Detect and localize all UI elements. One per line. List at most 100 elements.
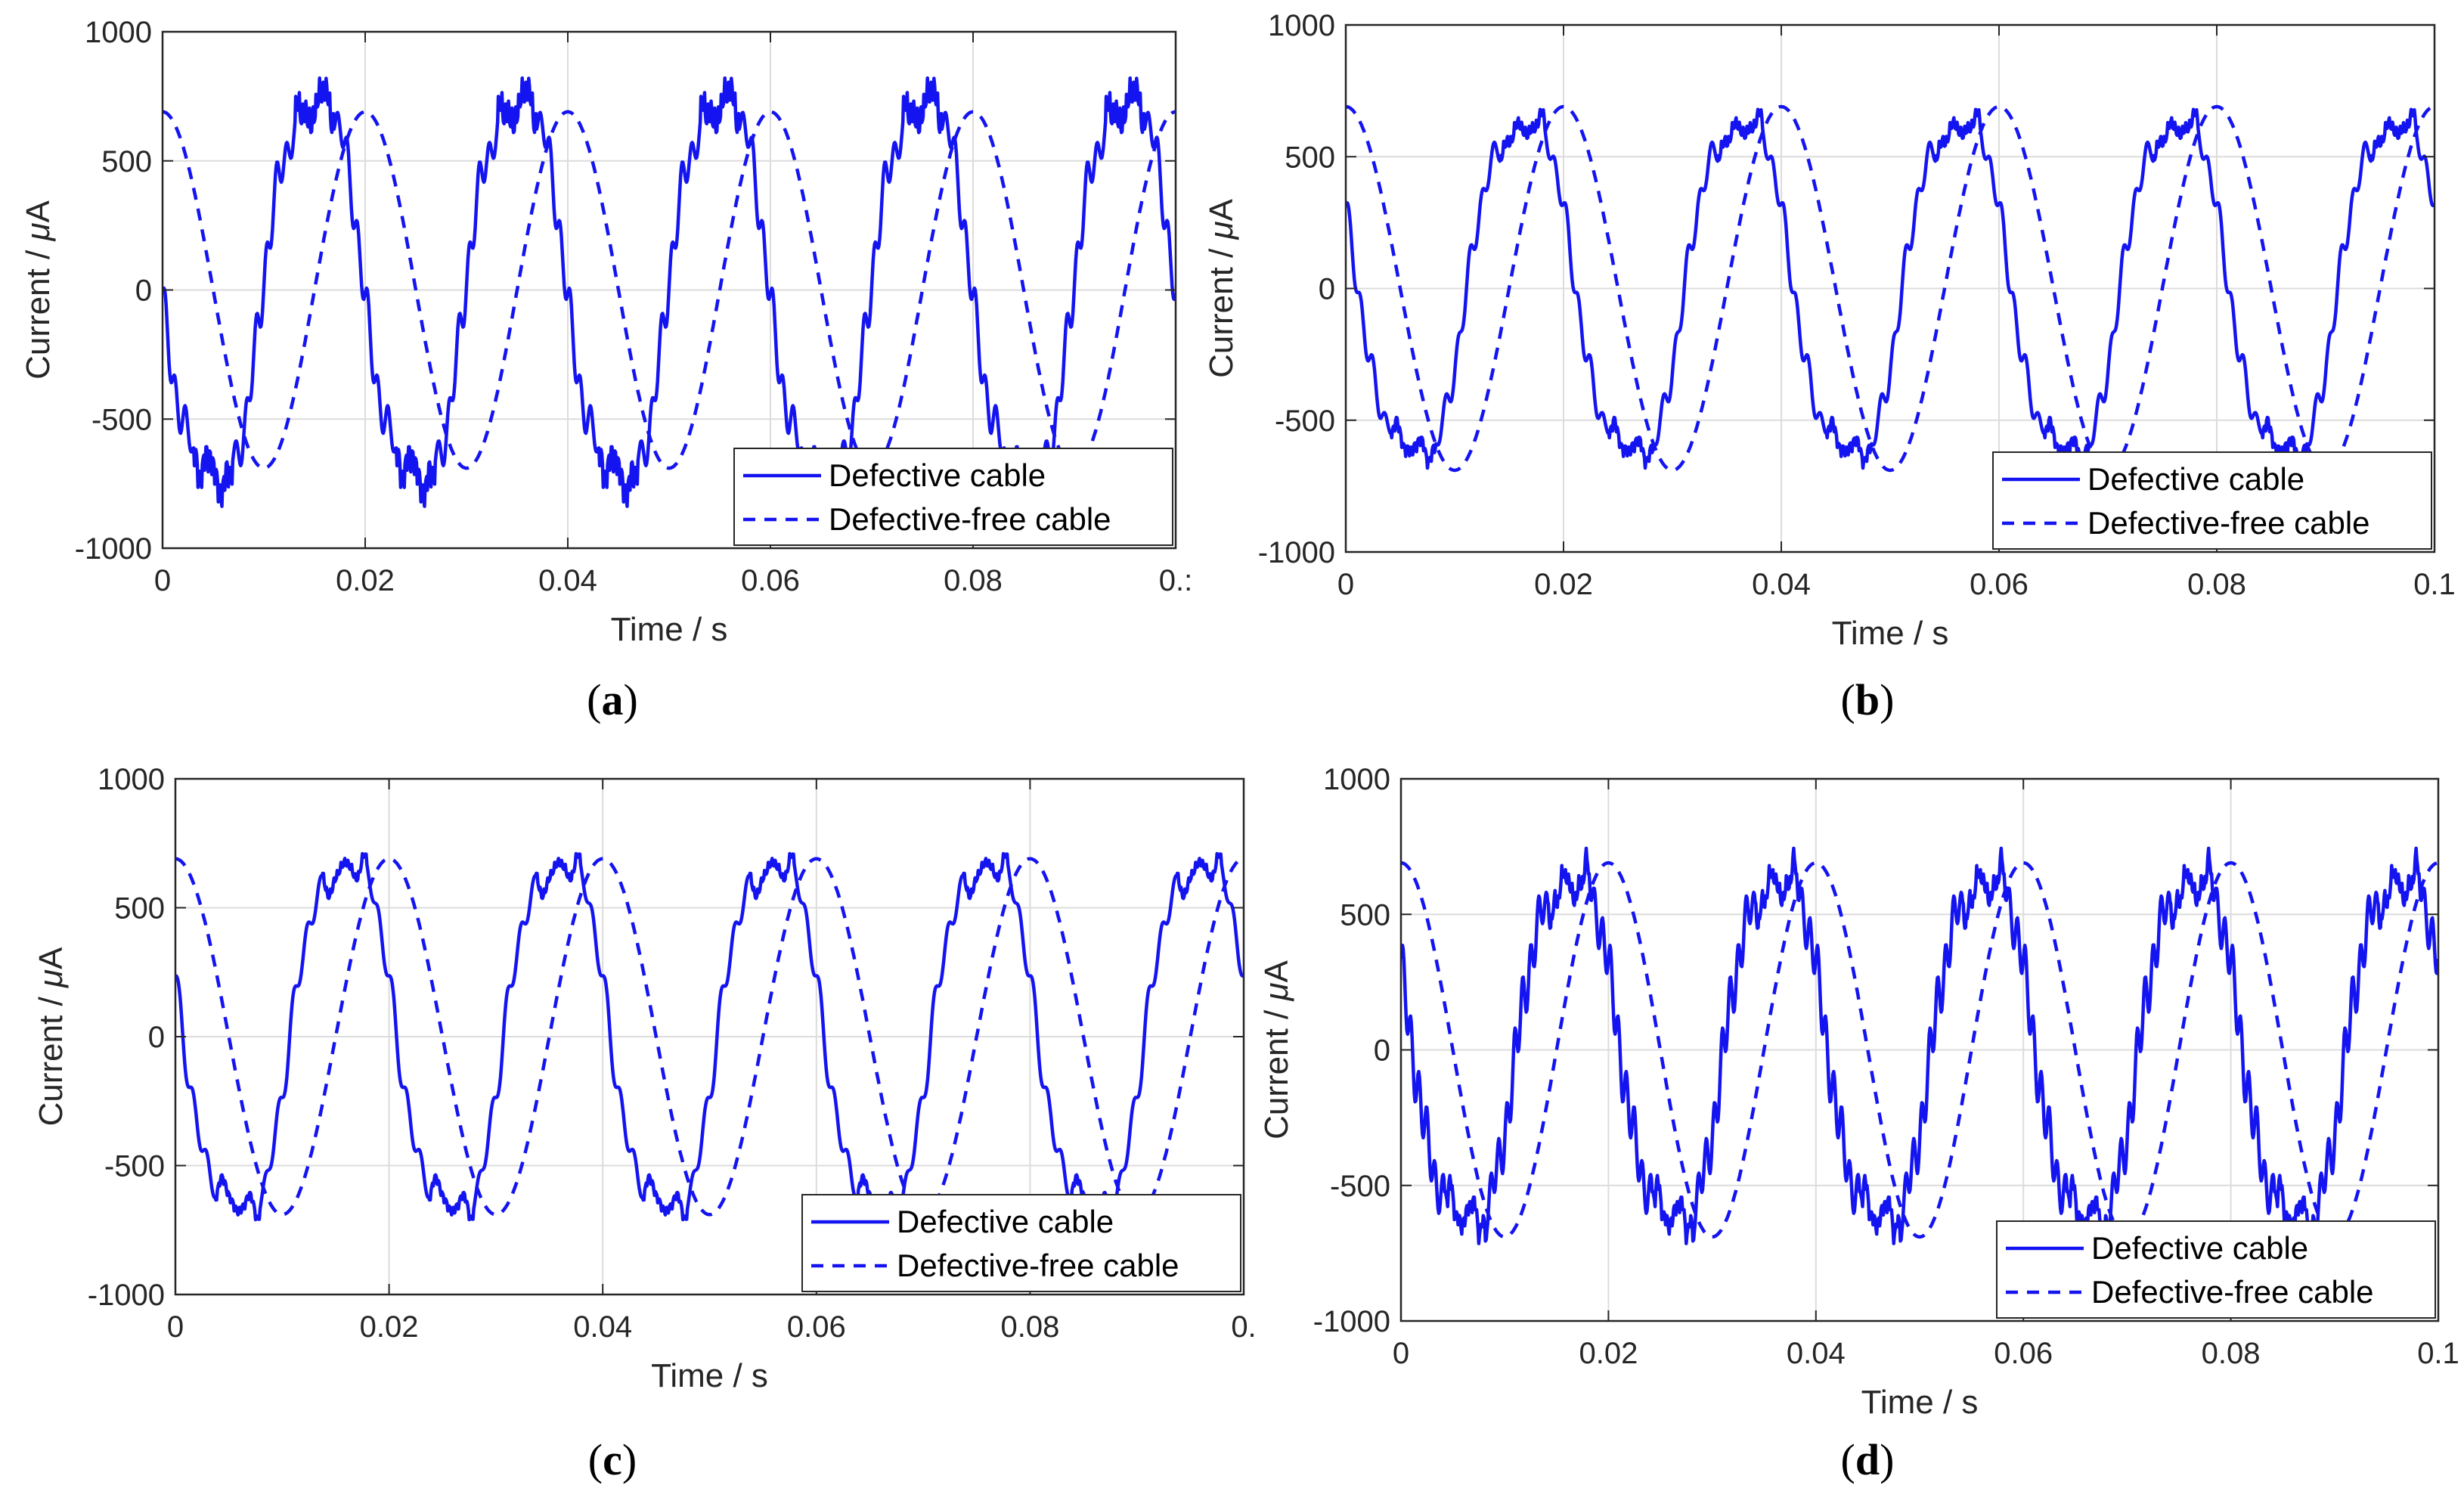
- series-defective-free-cable-line: [1346, 104, 2435, 473]
- panel-label-letter: c: [603, 1435, 622, 1484]
- x-tick-label: 0.02: [1579, 1337, 1638, 1370]
- y-tick-label: -500: [1275, 405, 1335, 438]
- chart-panel-a: 0 0.02 0.04 0.06 0.08 0.: -1000 -500 0 500 1000 Tim…: [20, 16, 1192, 724]
- chart-panel-d: 0 0.02 0.04 0.06 0.08 0.1 -1000 -500 0 500 1000 Tim…: [1258, 763, 2459, 1484]
- legend: Defective cable Defective-free cable: [1992, 451, 2432, 550]
- y-tick-label: 1000: [1323, 763, 1390, 796]
- y-axis-label-mu: μ: [20, 222, 57, 241]
- legend-label-defective-free-cable: Defective-free cable: [829, 501, 1111, 537]
- y-tick-label: -1000: [75, 532, 152, 566]
- y-axis-label-suffix: A: [20, 200, 57, 222]
- x-tick-label: 0.08: [2187, 568, 2246, 601]
- legend-label-defective-cable: Defective cable: [897, 1204, 1114, 1239]
- y-axis-label: Current / μA: [20, 200, 57, 380]
- y-axis-label: Current / μA: [1203, 198, 1240, 378]
- series-defective-cable-line: [1346, 107, 2435, 470]
- panel-label-open: (: [587, 675, 601, 724]
- legend-label-defective-cable: Defective cable: [829, 457, 1046, 493]
- chart-panel-b: 0 0.02 0.04 0.06 0.08 0.1 -1000 -500 0 500 1000 Tim…: [1203, 9, 2456, 724]
- y-axis-label-mu: μ: [33, 969, 70, 988]
- y-tick-label: 1000: [85, 16, 152, 49]
- x-tick-label: 0.: [1231, 1310, 1256, 1344]
- panel-label-close: ): [1880, 1435, 1894, 1484]
- x-tick-label: 0.02: [360, 1310, 419, 1344]
- x-tick-label: 0.06: [1994, 1337, 2053, 1370]
- legend-label-defective-free-cable: Defective-free cable: [897, 1248, 1179, 1283]
- x-tick-label: 0.04: [1787, 1337, 1846, 1370]
- y-tick-label: 1000: [1268, 9, 1335, 42]
- y-axis-label-prefix: Current /: [1258, 1001, 1295, 1139]
- series-defective-cable-line: [1401, 846, 2438, 1245]
- x-tick-label: 0.08: [944, 564, 1003, 597]
- y-tick-label: -1000: [88, 1279, 165, 1312]
- y-tick-label: 0: [1374, 1034, 1390, 1068]
- y-axis-label: Current / μA: [1258, 960, 1295, 1139]
- series-defective-cable-line: [175, 851, 1244, 1222]
- legend-label-defective-free-cable: Defective-free cable: [2087, 505, 2370, 541]
- x-tick-label: 0.06: [1970, 568, 2029, 601]
- y-axis-label-prefix: Current /: [20, 241, 57, 380]
- y-tick-label: 0: [135, 274, 152, 308]
- y-tick-label: 0: [148, 1021, 165, 1054]
- x-tick-label: 0.1: [2413, 568, 2456, 601]
- chart-panel-c: 0 0.02 0.04 0.06 0.08 0. -1000 -500 0 500 1000 Time…: [33, 763, 1257, 1484]
- legend-box: [1992, 451, 2432, 550]
- y-axis-label-prefix: Current /: [1203, 240, 1240, 378]
- panel-label-open: (: [1841, 675, 1855, 724]
- series-defective-free-cable-line: [175, 857, 1244, 1217]
- legend-box: [733, 448, 1173, 546]
- panel-label-open: (: [1841, 1435, 1855, 1484]
- legend-box: [801, 1194, 1241, 1292]
- x-axis-label: Time / s: [611, 611, 728, 648]
- legend-label-defective-cable: Defective cable: [2091, 1230, 2308, 1266]
- x-tick-label: 0.02: [1534, 568, 1593, 601]
- x-axis-label: Time / s: [651, 1357, 768, 1394]
- legend: Defective cable Defective-free cable: [1996, 1220, 2436, 1319]
- panel-label: (a): [587, 675, 638, 724]
- y-axis-label-suffix: A: [1258, 960, 1295, 982]
- panel-label-open: (: [588, 1435, 603, 1484]
- x-tick-label: 0.08: [1000, 1310, 1059, 1344]
- x-tick-label: 0.08: [2202, 1337, 2261, 1370]
- panel-label: (d): [1841, 1435, 1895, 1484]
- legend: Defective cable Defective-free cable: [801, 1194, 1241, 1292]
- panel-label-close: ): [1880, 675, 1894, 724]
- y-axis-label: Current / μA: [33, 947, 70, 1127]
- x-tick-label: 0.04: [1752, 568, 1811, 601]
- x-tick-label: 0: [1337, 568, 1354, 601]
- panel-label: (c): [588, 1435, 637, 1484]
- panel-label-close: ): [624, 675, 638, 724]
- x-axis-label: Time / s: [1861, 1384, 1979, 1421]
- x-tick-label: 0.1: [2417, 1337, 2459, 1370]
- y-tick-label: -1000: [1313, 1305, 1390, 1338]
- series-defective-free-cable-line: [1401, 860, 2438, 1239]
- x-tick-label: 0: [167, 1310, 184, 1344]
- panel-label-close: ): [622, 1435, 637, 1484]
- y-axis-label-prefix: Current /: [33, 988, 70, 1126]
- y-tick-label: 500: [1340, 898, 1390, 932]
- y-axis-label-suffix: A: [33, 947, 70, 969]
- x-axis-label: Time / s: [1832, 615, 1949, 652]
- y-tick-label: 1000: [98, 763, 165, 796]
- y-axis-label-mu: μ: [1258, 982, 1295, 1001]
- x-tick-label: 0.02: [336, 564, 395, 597]
- x-tick-label: 0.:: [1159, 564, 1192, 597]
- legend-label-defective-cable: Defective cable: [2087, 461, 2304, 497]
- panel-label-letter: b: [1855, 675, 1880, 724]
- y-tick-label: 500: [1285, 141, 1335, 174]
- y-tick-label: 500: [114, 892, 165, 926]
- y-tick-label: 0: [1319, 273, 1335, 306]
- legend: Defective cable Defective-free cable: [733, 448, 1173, 546]
- panel-label: (b): [1841, 675, 1895, 724]
- panel-label-letter: d: [1855, 1435, 1880, 1484]
- x-tick-label: 0.04: [573, 1310, 632, 1344]
- y-axis-label-mu: μ: [1203, 221, 1240, 240]
- y-tick-label: -500: [1330, 1170, 1390, 1203]
- x-tick-label: 0: [1393, 1337, 1409, 1370]
- legend-label-defective-free-cable: Defective-free cable: [2091, 1274, 2374, 1310]
- y-tick-label: -500: [104, 1150, 165, 1183]
- series-defective-free-cable-line: [163, 110, 1176, 470]
- x-tick-label: 0.06: [741, 564, 800, 597]
- y-tick-label: 500: [101, 145, 152, 178]
